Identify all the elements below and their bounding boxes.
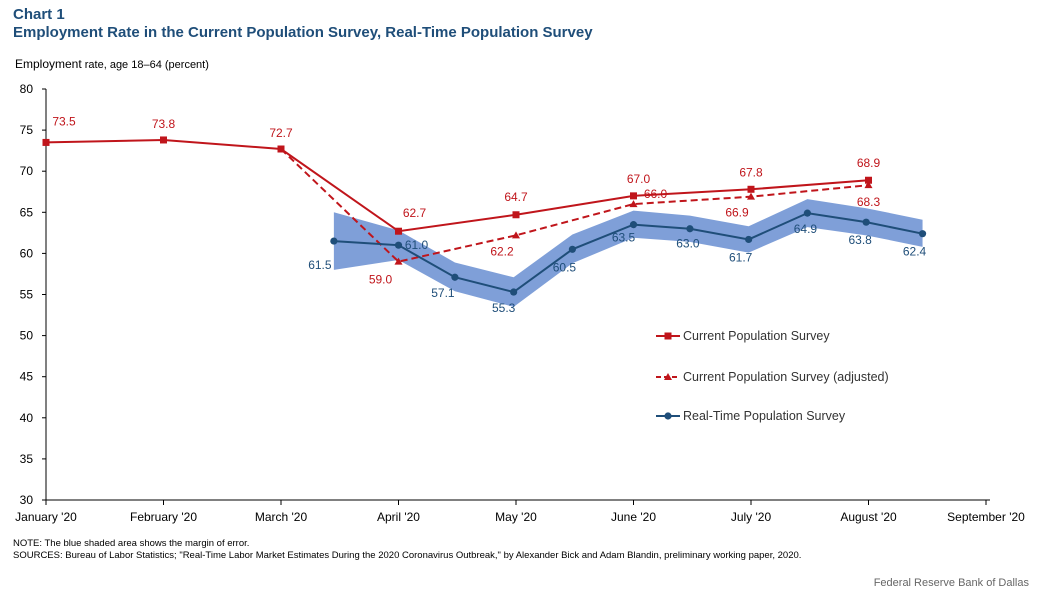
y-tick-label: 80 <box>20 82 34 96</box>
cps-point <box>42 138 50 146</box>
cps-adjusted-point <box>629 200 638 208</box>
cps-point <box>512 211 520 219</box>
y-tick-label: 60 <box>20 246 34 260</box>
cps-adjusted-data-label: 66.9 <box>725 206 749 220</box>
y-tick-label: 45 <box>20 370 34 384</box>
rps-data-label: 61.7 <box>729 250 753 264</box>
cps-data-label: 67.0 <box>627 172 651 186</box>
rps-point <box>330 237 338 245</box>
x-tick-label: March '20 <box>255 510 308 524</box>
cps-point <box>160 136 167 144</box>
rps-data-label: 62.4 <box>903 245 927 259</box>
rps-data-label: 60.5 <box>553 260 577 274</box>
y-tick-label: 30 <box>20 493 34 507</box>
margin-of-error-band <box>333 199 923 307</box>
x-tick-label: August '20 <box>840 510 897 524</box>
chart-credit: Federal Reserve Bank of Dallas <box>873 577 1029 589</box>
cps-adjusted-series-line <box>280 148 869 263</box>
rps-data-label: 64.9 <box>794 222 818 236</box>
y-tick-label: 75 <box>20 123 34 137</box>
rps-point <box>918 230 927 238</box>
y-axis-title-main: Employment <box>15 57 82 71</box>
legend-rps-label: Real-Time Population Survey <box>683 409 846 423</box>
y-tick-label: 35 <box>20 452 34 466</box>
rps-point <box>803 209 812 217</box>
rps-point <box>686 225 694 233</box>
cps-data-label: 62.7 <box>403 206 427 220</box>
legend-cps-label: Current Population Survey <box>683 329 830 343</box>
x-tick-label: May '20 <box>495 510 537 524</box>
y-axis-title-rest: rate, age 18–64 (percent) <box>81 59 209 71</box>
x-tick-label: February '20 <box>130 510 197 524</box>
cps-data-label: 73.5 <box>52 114 76 128</box>
x-tick-label: July '20 <box>731 510 772 524</box>
rps-point <box>629 221 638 229</box>
cps-series-line <box>45 138 869 233</box>
rps-point <box>862 218 870 226</box>
rps-data-label: 55.3 <box>492 301 516 315</box>
rps-data-label: 61.0 <box>405 238 429 252</box>
cps-data-label: 72.7 <box>269 126 293 140</box>
rps-point <box>394 241 403 249</box>
y-tick-label: 55 <box>20 288 34 302</box>
chart-note: NOTE: The blue shaded area shows the mar… <box>13 538 250 549</box>
legend-rps-marker <box>664 412 672 420</box>
cps-adjusted-data-label: 66.0 <box>644 187 668 201</box>
cps-point <box>277 145 285 153</box>
chart-number: Chart 1 <box>13 6 65 23</box>
cps-adjusted-point <box>864 181 873 189</box>
x-tick-label: September '20 <box>947 510 1025 524</box>
cps-point <box>747 185 755 193</box>
x-tick-label: January '20 <box>15 510 77 524</box>
x-tick-label: April '20 <box>377 510 420 524</box>
cps-point <box>630 192 637 200</box>
y-tick-label: 65 <box>20 205 34 219</box>
rps-data-label: 63.8 <box>848 233 872 247</box>
chart-title: Employment Rate in the Current Populatio… <box>13 24 593 41</box>
cps-adjusted-point <box>512 231 520 239</box>
rps-data-label: 63.0 <box>676 237 700 251</box>
legend-cps-adjusted-marker <box>664 373 672 380</box>
cps-point <box>865 176 872 184</box>
y-tick-label: 40 <box>20 411 34 425</box>
cps-data-label: 64.7 <box>504 190 528 204</box>
chart-sources: SOURCES: Bureau of Labor Statistics; "Re… <box>13 550 802 561</box>
cps-adjusted-data-label: 68.3 <box>857 195 881 209</box>
x-tick-label: June '20 <box>611 510 656 524</box>
cps-adjusted-point <box>747 192 755 200</box>
y-tick-label: 50 <box>20 329 34 343</box>
legend-cps-adjusted-label: Current Population Survey (adjusted) <box>683 370 889 384</box>
y-axis-title: Employment rate, age 18–64 (percent) <box>15 57 209 71</box>
rps-point <box>451 273 459 281</box>
rps-data-label: 57.1 <box>431 286 455 300</box>
rps-point <box>568 245 577 253</box>
cps-data-label: 73.8 <box>152 117 176 131</box>
y-tick-label: 70 <box>20 164 34 178</box>
rps-point <box>510 288 518 296</box>
legend-cps-marker <box>664 332 672 340</box>
cps-data-label: 68.9 <box>857 156 881 170</box>
rps-data-label: 63.5 <box>612 231 636 245</box>
rps-data-label: 61.5 <box>308 258 332 272</box>
rps-point <box>745 235 753 244</box>
cps-adjusted-data-label: 62.2 <box>490 244 514 258</box>
cps-data-label: 67.8 <box>739 165 763 179</box>
cps-adjusted-data-label: 59.0 <box>369 273 393 287</box>
cps-adjusted-point <box>394 257 403 265</box>
cps-point <box>395 227 402 235</box>
